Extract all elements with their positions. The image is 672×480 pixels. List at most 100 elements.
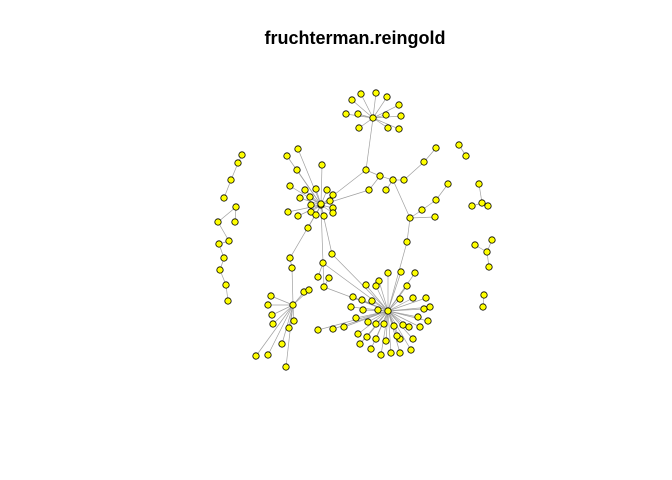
graph-node (329, 209, 337, 217)
graph-node (485, 263, 493, 271)
graph-node (286, 254, 294, 262)
graph-node (238, 151, 246, 159)
graph-node (326, 197, 334, 205)
graph-node (380, 320, 388, 328)
graph-node (355, 124, 363, 132)
graph-node (431, 213, 439, 221)
graph-node (283, 152, 291, 160)
graph-edge (355, 310, 389, 319)
graph-edge (322, 262, 325, 288)
graph-edge (322, 262, 389, 312)
graph-node (252, 352, 260, 360)
graph-edge (372, 96, 388, 119)
graph-edge (387, 310, 412, 351)
graph-edge (291, 267, 294, 306)
graph-node (384, 307, 392, 315)
graph-node (432, 196, 440, 204)
graph-node (349, 293, 357, 301)
graph-node (329, 191, 337, 199)
graph-node (314, 273, 322, 281)
graph-node (347, 303, 355, 311)
graph-node (403, 282, 411, 290)
graph-node (383, 93, 391, 101)
graph-edge (271, 304, 294, 316)
graph-edge (270, 295, 294, 306)
graph-node (420, 305, 428, 313)
graph-edge (287, 204, 322, 213)
graph-edge (285, 304, 294, 368)
graph-node (462, 152, 470, 160)
graph-node (286, 182, 294, 190)
graph-node (372, 335, 380, 343)
graph-edge (365, 117, 374, 171)
graph-edge (272, 304, 294, 325)
graph-edge (365, 284, 389, 312)
graph-edge (267, 304, 294, 356)
graph-node (289, 301, 297, 309)
graph-node (407, 346, 415, 354)
graph-edge (217, 206, 237, 223)
graph-node (397, 112, 405, 120)
nodes-layer (214, 89, 496, 371)
graph-node (393, 332, 401, 340)
graph-node (480, 291, 488, 299)
graph-node (278, 340, 286, 348)
graph-node (396, 349, 404, 357)
graph-node (376, 172, 384, 180)
graph-edge (370, 310, 389, 350)
graph-node (222, 281, 230, 289)
graph-node (294, 212, 302, 220)
graph-edge (367, 310, 389, 323)
graph-node (356, 340, 364, 348)
graph-node (367, 345, 375, 353)
graph-node (214, 218, 222, 226)
graph-node (432, 144, 440, 152)
graph-node (352, 314, 360, 322)
graph-edge (372, 117, 400, 130)
graph-node (348, 96, 356, 104)
graph-edge (217, 221, 230, 242)
graph-node (396, 295, 404, 303)
graph-node (288, 264, 296, 272)
graph-edge (296, 169, 322, 206)
graph-node (374, 306, 382, 314)
graph-node (471, 241, 479, 249)
graph-node (475, 180, 483, 188)
graph-node (387, 349, 395, 357)
graph-edge (317, 310, 389, 331)
graph-node (357, 90, 365, 98)
graph-node (282, 363, 290, 371)
graph-edge (281, 304, 294, 345)
graph-node (377, 351, 385, 359)
graph-node (304, 224, 312, 232)
graph-node (220, 194, 228, 202)
graph-node (216, 266, 224, 274)
graph-node (406, 214, 414, 222)
graph-node (312, 185, 320, 193)
graph-node (231, 218, 239, 226)
graph-edge (387, 310, 429, 322)
graph-node (318, 161, 326, 169)
graph-node (444, 180, 452, 188)
graph-node (403, 238, 411, 246)
graph-edge (409, 216, 436, 219)
graph-node (306, 193, 314, 201)
graph-node (382, 337, 390, 345)
graph-edge (360, 93, 374, 119)
graph-node (362, 166, 370, 174)
graph-node (320, 283, 328, 291)
graph-node (285, 324, 293, 332)
graph-node (372, 89, 380, 97)
graph-node (389, 176, 397, 184)
graph-node (224, 297, 232, 305)
graph-node (484, 202, 492, 210)
graph-edge (387, 271, 402, 312)
graph-node (294, 145, 302, 153)
graph-edge (297, 148, 322, 206)
graph-node (234, 159, 242, 167)
graph-node (424, 317, 432, 325)
graph-node (264, 301, 272, 309)
graph-node (422, 294, 430, 302)
graph-node (455, 141, 463, 149)
